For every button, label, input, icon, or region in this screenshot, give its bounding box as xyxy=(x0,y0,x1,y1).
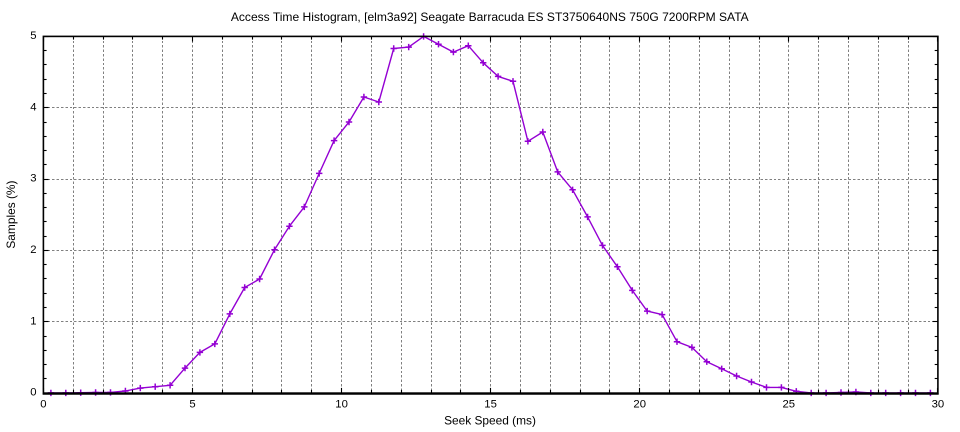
svg-text:1: 1 xyxy=(30,315,36,327)
svg-text:2: 2 xyxy=(30,244,36,256)
svg-text:20: 20 xyxy=(633,398,646,410)
svg-text:Access Time Histogram, [elm3a9: Access Time Histogram, [elm3a92] Seagate… xyxy=(231,10,750,24)
svg-text:5: 5 xyxy=(30,30,36,42)
svg-text:0: 0 xyxy=(40,398,46,410)
svg-text:3: 3 xyxy=(30,173,36,185)
svg-text:Seek Speed (ms): Seek Speed (ms) xyxy=(444,414,536,428)
svg-text:5: 5 xyxy=(189,398,195,410)
svg-text:4: 4 xyxy=(30,101,36,113)
svg-text:Samples (%): Samples (%) xyxy=(4,181,18,249)
svg-text:10: 10 xyxy=(335,398,348,410)
svg-text:25: 25 xyxy=(783,398,796,410)
svg-text:0: 0 xyxy=(30,387,36,399)
svg-text:30: 30 xyxy=(932,398,945,410)
svg-text:15: 15 xyxy=(484,398,497,410)
